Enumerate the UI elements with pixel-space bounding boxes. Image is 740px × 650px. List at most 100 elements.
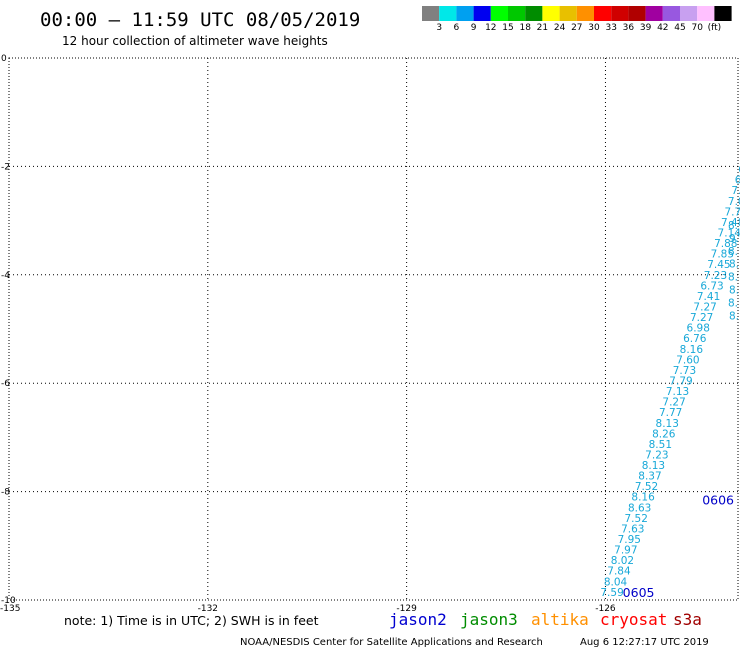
wave-height-value: 7.52 xyxy=(635,481,658,493)
color-swatch xyxy=(542,6,560,21)
satellite-legend: jason2 jason3 altika cryosat s3a xyxy=(389,610,702,629)
color-swatch xyxy=(525,6,543,21)
color-swatch xyxy=(456,6,474,21)
wave-height-value: 8.16 xyxy=(631,492,655,504)
satellite-legend-entry: jason2 xyxy=(389,610,447,629)
y-tick-label: -6 xyxy=(1,379,10,389)
color-swatch xyxy=(662,6,680,21)
wave-height-value: 7.02 xyxy=(728,196,740,208)
edge-wave-height-value: 8. xyxy=(729,285,739,297)
wave-height-value: 6.73 xyxy=(735,175,740,187)
color-scale-label: 33 xyxy=(605,23,616,33)
edge-wave-height-value: 9. xyxy=(729,233,739,245)
pass-label: 0606 xyxy=(702,493,734,508)
color-scale-label: 6 xyxy=(454,23,460,33)
color-scale-label: 42 xyxy=(657,23,668,33)
satellite-legend-entry: altika xyxy=(531,610,589,629)
y-tick-label: 0 xyxy=(1,54,7,64)
edge-wave-height-value: 8. xyxy=(728,272,738,284)
pass-label: 0605 xyxy=(623,585,655,600)
grid-lines xyxy=(9,58,738,600)
wave-height-value: 7.85 xyxy=(711,249,734,261)
color-scale-label: 21 xyxy=(537,23,548,33)
wave-height-value: 8.37 xyxy=(638,471,661,483)
pass-labels: 0605060606070608 xyxy=(623,493,734,600)
wave-height-value: 8.02 xyxy=(611,555,634,567)
y-tick-label: -8 xyxy=(1,488,10,498)
wave-height-value: 7.77 xyxy=(659,407,682,419)
wave-height-value: 7.95 xyxy=(618,534,641,546)
wave-height-value: 8.63 xyxy=(628,502,651,514)
wave-height-value: 8.13 xyxy=(656,418,679,430)
color-swatch xyxy=(611,6,629,21)
color-swatch xyxy=(559,6,577,21)
wave-height-value: 7.23 xyxy=(704,270,727,282)
wave-height-value: 8.26 xyxy=(652,428,676,440)
color-swatch xyxy=(508,6,526,21)
color-scale-label: 15 xyxy=(502,23,513,33)
y-tick-label: -10 xyxy=(1,596,16,606)
y-tick-label: -4 xyxy=(1,271,10,281)
color-scale-label: 45 xyxy=(674,23,685,33)
color-scale-label: 27 xyxy=(571,23,582,33)
chart-title: 00:00 — 11:59 UTC 08/05/2019 xyxy=(40,9,360,31)
color-swatch xyxy=(714,6,732,21)
wave-height-value: 7.23 xyxy=(645,449,668,461)
edge-wave-height-value: 8. xyxy=(728,220,738,232)
color-swatch xyxy=(439,6,457,21)
color-swatch xyxy=(645,6,663,21)
wave-height-value: 7.84 xyxy=(607,566,631,578)
color-scale-legend: 3 6 9 12 15 18 21 24 27 30 33 36 39 42 45 70 (ft) xyxy=(422,6,732,33)
footer-credit: NOAA/NESDIS Center for Satellite Applica… xyxy=(240,637,543,648)
wave-height-value: 7.63 xyxy=(621,523,644,535)
wave-height-value: 7.30 xyxy=(731,185,740,197)
color-scale-label: 3 xyxy=(436,23,442,33)
x-tick-label: -135 xyxy=(0,604,20,614)
wave-height-value: 7.41 xyxy=(697,291,720,303)
wave-height-value: 7.27 xyxy=(662,397,685,409)
wave-height-value: 7.45 xyxy=(707,259,730,271)
wave-height-value: 7.60 xyxy=(676,354,699,366)
color-swatch xyxy=(490,6,508,21)
color-scale-label: 9 xyxy=(471,23,477,33)
color-scale-label: 12 xyxy=(485,23,496,33)
wave-height-value: 6.73 xyxy=(700,280,723,292)
wave-height-value: 7.73 xyxy=(673,365,696,377)
footer-timestamp: Aug 6 12:27:17 UTC 2019 xyxy=(580,637,709,648)
wave-height-value: 7.14 xyxy=(718,228,740,240)
color-scale-label: (ft) xyxy=(708,23,722,33)
wave-height-value: 8.16 xyxy=(680,344,704,356)
color-scale-label: 39 xyxy=(640,23,652,33)
wave-height-value: 6.36 xyxy=(738,164,740,176)
y-tick-labels: 0 -2 -4 -6 -8 -10 xyxy=(1,54,16,606)
edge-wave-height-value: 8. xyxy=(729,259,739,271)
wave-height-value: 7.27 xyxy=(693,302,716,314)
x-tick-labels: -135-132-129-126-123-120 xyxy=(0,604,616,614)
y-tick-label: -2 xyxy=(1,162,10,172)
satellite-legend-entry: s3a xyxy=(673,610,702,629)
color-swatch xyxy=(628,6,646,21)
wave-height-value: 7.13 xyxy=(666,386,689,398)
color-scale-label: 18 xyxy=(519,23,531,33)
color-scale-label: 24 xyxy=(554,23,566,33)
wave-height-value: 7.75 xyxy=(724,206,740,218)
chart-subtitle: 12 hour collection of altimeter wave hei… xyxy=(62,34,328,48)
wave-height-value: 7.88 xyxy=(714,238,737,250)
wave-height-value: 6.76 xyxy=(683,333,707,345)
color-swatch xyxy=(680,6,698,21)
color-scale-label: 36 xyxy=(623,23,635,33)
edge-wave-height-value: 8. xyxy=(728,297,738,309)
wave-height-value: 7.59 xyxy=(600,587,623,599)
color-swatch xyxy=(576,6,594,21)
edge-track-values: 8.9.8.8.8.8.8.8. xyxy=(728,220,739,322)
units-note: note: 1) Time is in UTC; 2) SWH is in fe… xyxy=(64,613,319,628)
x-tick-label: -129 xyxy=(396,604,417,614)
edge-wave-height-value: 8. xyxy=(728,246,738,258)
wave-height-value: 6.98 xyxy=(687,323,710,335)
satellite-legend-entry: jason3 xyxy=(460,610,518,629)
color-swatch xyxy=(422,6,440,21)
edge-wave-height-value: 8. xyxy=(729,310,739,322)
wave-height-value: 7.79 xyxy=(669,375,692,387)
color-swatch xyxy=(473,6,491,21)
